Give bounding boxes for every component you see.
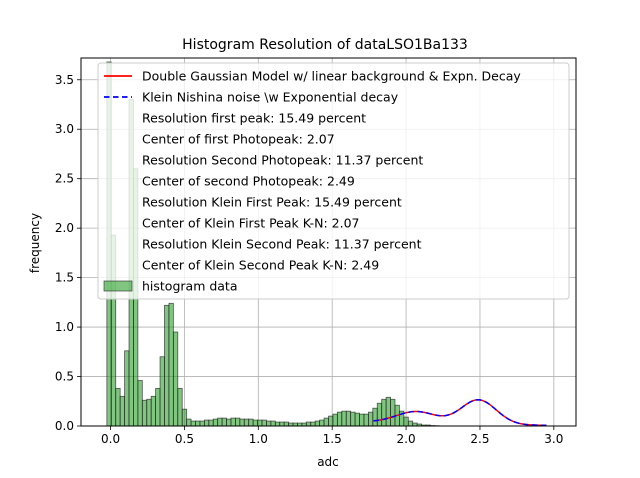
- histogram-bar: [323, 417, 329, 427]
- histogram-bar: [226, 418, 232, 427]
- legend-entry-label: Center of second Photopeak: 2.49: [142, 174, 355, 189]
- fit-curves: [373, 399, 547, 427]
- histogram-bar: [332, 413, 338, 427]
- histogram-bar: [199, 420, 205, 427]
- legend-entry-label: Resolution Klein First Peak: 15.49 perce…: [142, 195, 402, 210]
- histogram-bar: [354, 412, 360, 427]
- histogram-bar: [230, 417, 236, 427]
- histogram-bar: [186, 418, 192, 427]
- histogram-bar: [270, 420, 276, 427]
- histogram-bar: [310, 421, 316, 427]
- histogram-bar: [381, 398, 387, 427]
- y-tick-label: 2.5: [55, 172, 74, 186]
- y-tick-label: 3.0: [55, 122, 74, 136]
- legend-entry-label: Center of Klein Second Peak K-N: 2.49: [142, 258, 379, 273]
- histogram-bar: [168, 302, 174, 427]
- histogram-bar: [261, 419, 267, 427]
- histogram-bar: [221, 417, 227, 427]
- histogram-bar: [350, 411, 356, 427]
- klein-nishina-fit-line: [373, 399, 547, 427]
- histogram-bar: [319, 419, 325, 427]
- y-tick-label: 0.0: [55, 419, 74, 433]
- legend-entry-label: Resolution Second Photopeak: 11.37 perce…: [142, 153, 423, 168]
- x-axis-label: adc: [317, 455, 339, 469]
- histogram-bar: [155, 388, 161, 427]
- histogram-bar: [190, 420, 196, 427]
- y-tick-label: 0.5: [55, 370, 74, 384]
- histogram-bar: [119, 395, 125, 427]
- histogram-bar: [266, 420, 272, 427]
- x-tick-label: 0.0: [101, 432, 120, 446]
- histogram-bar: [372, 407, 378, 427]
- y-tick-label: 3.5: [55, 73, 74, 87]
- histogram-bar: [217, 417, 223, 427]
- histogram-bar: [363, 413, 369, 427]
- histogram-bar: [367, 411, 374, 427]
- legend-entry-label: histogram data: [142, 279, 238, 294]
- x-tick-label: 2.0: [397, 432, 416, 446]
- histogram-bar: [359, 413, 365, 427]
- legend-swatch-patch: [103, 280, 133, 292]
- histogram-bar: [328, 415, 334, 427]
- histogram-bar: [195, 420, 201, 427]
- histogram-bar: [124, 350, 130, 427]
- histogram-bar: [177, 388, 183, 427]
- histogram-bar: [341, 410, 347, 427]
- legend-entry-label: Klein Nishina noise \w Exponential decay: [142, 90, 399, 105]
- histogram-bar: [390, 398, 396, 427]
- histogram-bar: [279, 421, 285, 427]
- x-tick-label: 3.0: [544, 432, 563, 446]
- histogram-bar: [248, 418, 254, 427]
- x-axis-ticks: 0.0 0.5 1.0 1.5 2.0 2.5 3.0: [101, 426, 563, 446]
- x-tick-label: 2.5: [470, 432, 489, 446]
- histogram-bar: [257, 419, 263, 427]
- histogram-bar: [141, 399, 148, 427]
- plot-frame: [80, 57, 577, 427]
- histogram-bar: [115, 388, 121, 427]
- y-axis-label: frequency: [28, 213, 42, 273]
- histogram-bar: [203, 419, 210, 427]
- histogram-bar: [212, 418, 219, 427]
- histogram-bar: [305, 421, 312, 427]
- legend-entry-label: Resolution Klein Second Peak: 11.37 perc…: [142, 237, 422, 252]
- histogram-bar: [159, 356, 165, 427]
- histogram-bar: [385, 396, 391, 427]
- legend-entry-label: Double Gaussian Model w/ linear backgrou…: [142, 69, 521, 84]
- legend-box: [97, 62, 570, 300]
- histogram-bar: [239, 418, 245, 427]
- histogram-bar: [252, 419, 258, 427]
- legend-entry-label: Center of first Photopeak: 2.07: [142, 132, 335, 147]
- y-tick-label: 1.0: [55, 320, 74, 334]
- legend-entry-label: Resolution first peak: 15.49 percent: [142, 111, 366, 126]
- histogram-bar: [235, 417, 241, 427]
- histogram-bar: [164, 304, 170, 427]
- histogram-bar: [407, 420, 414, 427]
- histogram-bar: [137, 380, 143, 427]
- histogram-bar: [181, 408, 188, 427]
- histogram-bar: [150, 395, 157, 427]
- histogram-bar: [274, 421, 281, 427]
- legend: Double Gaussian Model w/ linear backgrou…: [97, 62, 570, 300]
- y-axis-ticks: 0.0 0.5 1.0 1.5 2.0 2.5 3.0 3.5: [55, 73, 81, 433]
- legend-entry-label: Center of Klein First Peak K-N: 2.07: [142, 216, 360, 231]
- histogram-bar: [208, 419, 214, 427]
- x-tick-label: 1.5: [323, 432, 342, 446]
- y-tick-label: 2.0: [55, 221, 74, 235]
- histogram-bar: [172, 331, 179, 427]
- histogram-bar: [146, 398, 152, 427]
- histogram-bar: [376, 402, 383, 427]
- histogram-bar: [345, 410, 352, 427]
- histogram-bar: [283, 421, 290, 427]
- chart-title: Histogram Resolution of dataLSO1Ba133: [182, 37, 468, 53]
- y-tick-label: 1.5: [55, 271, 74, 285]
- histogram-bar: [336, 411, 343, 427]
- x-tick-label: 1.0: [249, 432, 268, 446]
- histogram-bar: [243, 418, 250, 427]
- histogram-bar: [314, 420, 321, 427]
- histogram-bar: [403, 416, 409, 427]
- x-tick-label: 0.5: [175, 432, 194, 446]
